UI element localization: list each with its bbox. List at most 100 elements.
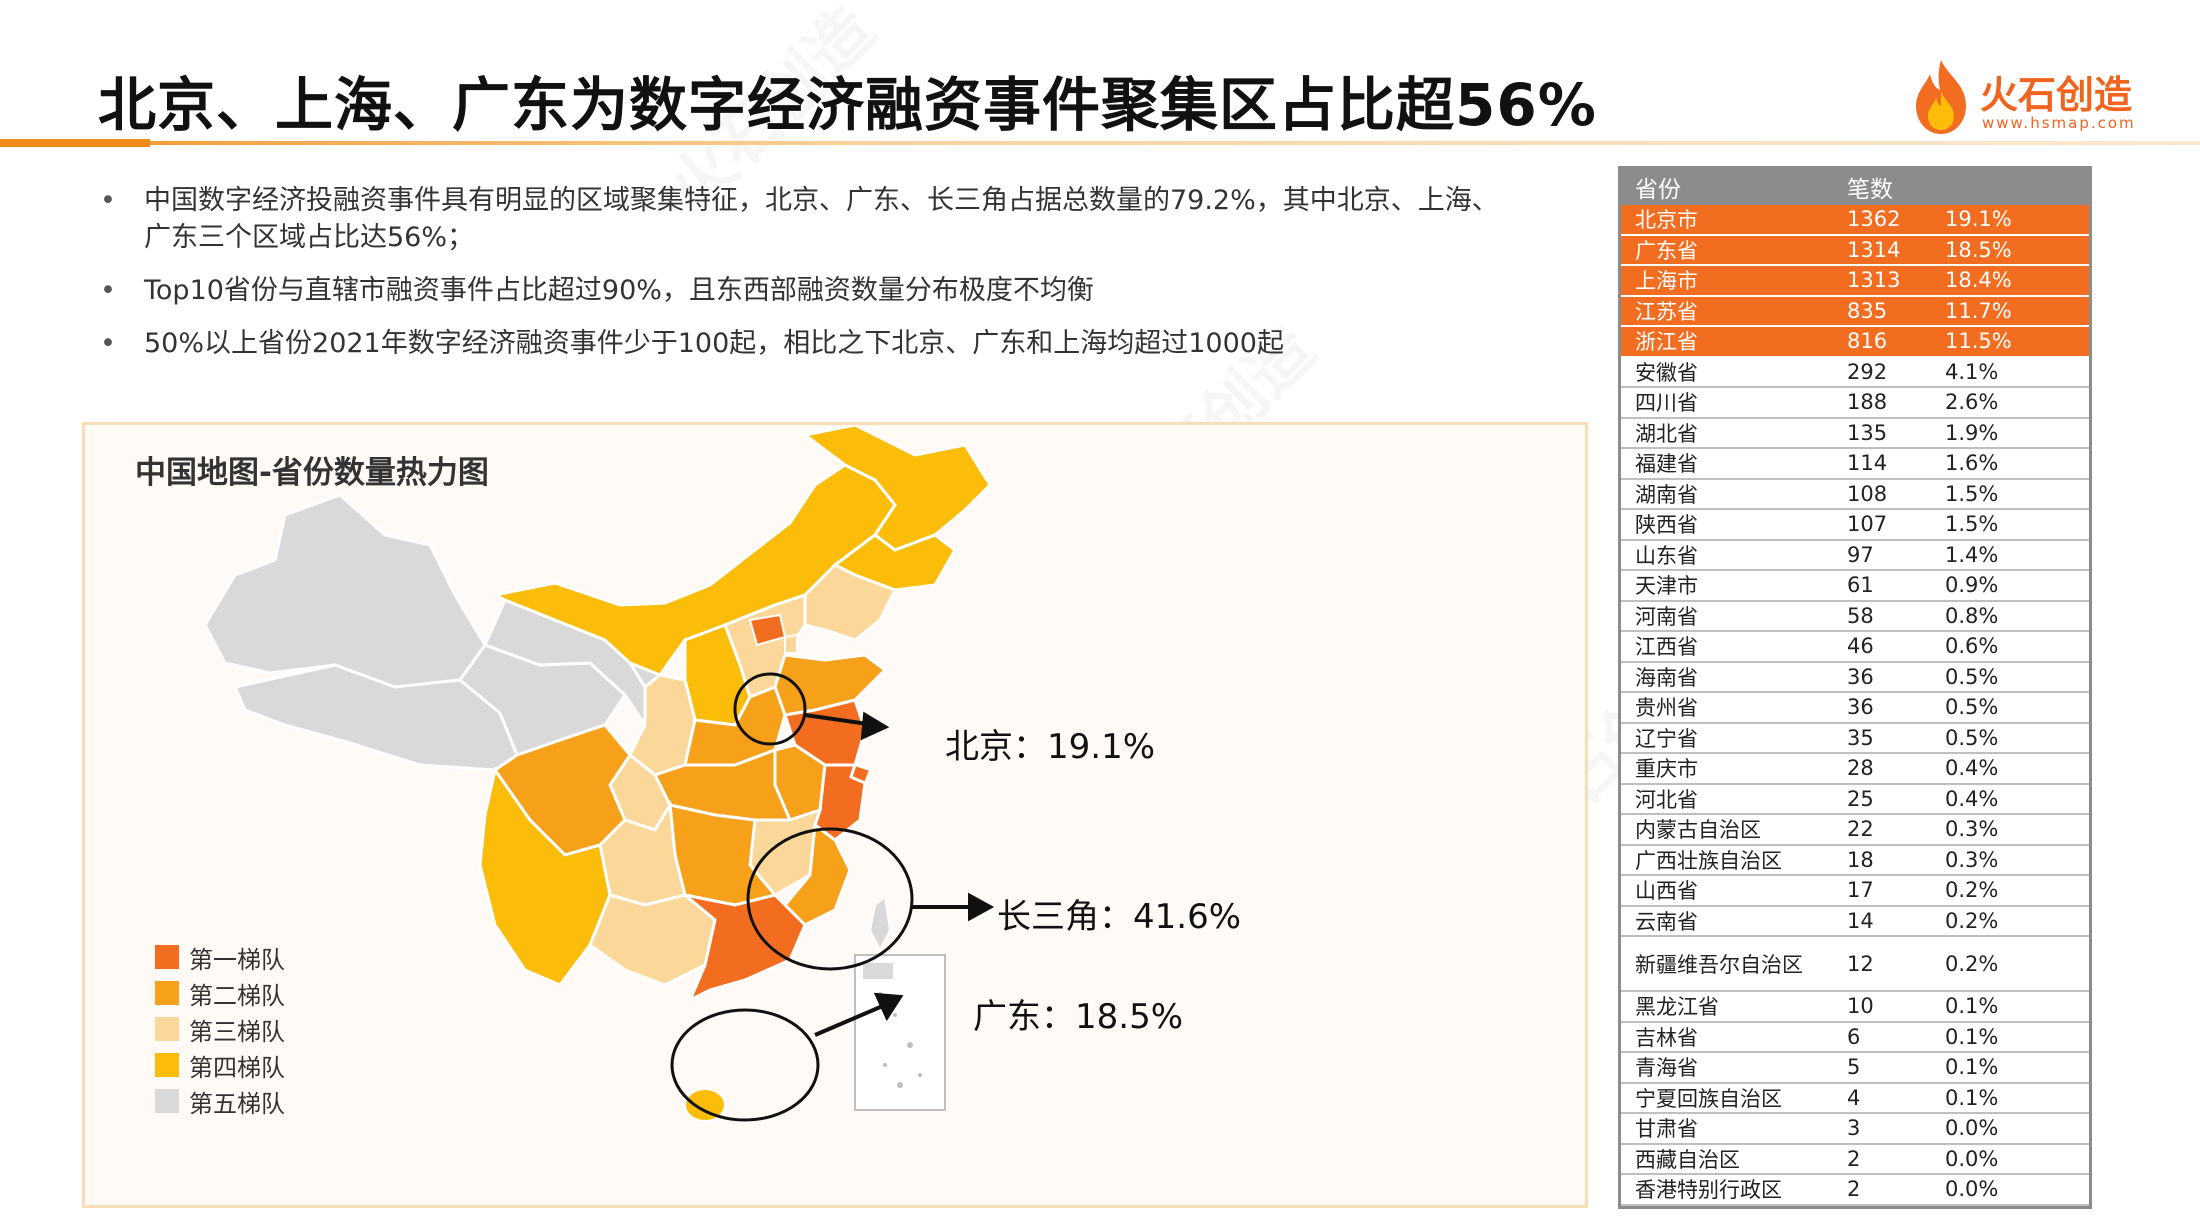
legend-swatch (155, 1053, 179, 1077)
cell-share: 18.4% (1945, 268, 2012, 293)
cell-province: 陕西省 (1635, 513, 1698, 538)
table-header: 省份 笔数 (1621, 169, 2089, 205)
legend-swatch (155, 945, 179, 969)
cell-province: 黑龙江省 (1635, 995, 1719, 1020)
bullet-item: 50%以上省份2021年数字经济融资事件少于100起，相比之下北京、广东和上海均… (100, 325, 1520, 362)
map-panel: 中国地图-省份数量热力图 (82, 422, 1588, 1208)
header-count: 笔数 (1847, 177, 1893, 203)
table-row: 上海市 1313 18.4% (1621, 266, 2089, 297)
cell-share: 0.6% (1945, 634, 1999, 659)
cell-count: 28 (1847, 756, 1874, 781)
cell-share: 0.0% (1945, 1146, 1999, 1171)
page-title: 北京、上海、广东为数字经济融资事件聚集区占比超56% (98, 71, 1597, 139)
cell-share: 0.2% (1945, 908, 1999, 933)
cell-count: 835 (1847, 298, 1888, 323)
table-row: 重庆市 28 0.4% (1621, 754, 2089, 785)
region-guangxi (588, 893, 717, 987)
cell-province: 北京市 (1635, 208, 1698, 233)
cell-count: 18 (1847, 847, 1874, 872)
cell-share: 4.1% (1945, 359, 1999, 384)
cell-count: 1313 (1847, 268, 1901, 293)
region-hainan (684, 1088, 726, 1122)
cell-share: 0.9% (1945, 573, 1999, 598)
cell-province: 湖北省 (1635, 421, 1698, 446)
table-row: 辽宁省 35 0.5% (1621, 724, 2089, 754)
cell-count: 12 (1847, 951, 1874, 976)
cell-province: 海南省 (1635, 665, 1698, 690)
cell-province: 甘肃省 (1635, 1117, 1698, 1142)
table-row: 北京市 1362 19.1% (1621, 205, 2089, 236)
legend-item: 第二梯队 (155, 975, 285, 1011)
cell-province: 山西省 (1635, 879, 1698, 904)
cell-province: 青海省 (1635, 1056, 1698, 1081)
cell-count: 1362 (1847, 207, 1901, 232)
callout-label-guangdong: 广东：18.5% (973, 997, 1184, 1037)
legend-label: 第一梯队 (189, 945, 285, 974)
legend-label: 第三梯队 (189, 1017, 285, 1046)
cell-share: 0.8% (1945, 603, 1999, 628)
cell-count: 2 (1847, 1177, 1861, 1202)
cell-count: 17 (1847, 878, 1874, 903)
table-row: 香港特别行政区 2 0.0% (1621, 1175, 2089, 1206)
cell-count: 292 (1847, 359, 1888, 384)
table-row: 贵州省 36 0.5% (1621, 693, 2089, 724)
table-row: 福建省 114 1.6% (1621, 449, 2089, 480)
legend-label: 第二梯队 (189, 981, 285, 1010)
summary-bullets: 中国数字经济投融资事件具有明显的区域聚集特征，北京、广东、长三角占据总数量的79… (100, 182, 1520, 378)
cell-province: 上海市 (1635, 269, 1698, 294)
cell-province: 宁夏回族自治区 (1635, 1086, 1782, 1111)
cell-province: 云南省 (1635, 909, 1698, 934)
cell-count: 6 (1847, 1024, 1861, 1049)
table-row: 甘肃省 3 0.0% (1621, 1114, 2089, 1145)
table-row: 江西省 46 0.6% (1621, 632, 2089, 663)
cell-count: 46 (1847, 634, 1874, 659)
region-taiwan (868, 895, 892, 953)
logo: 火石创造 www.hsmap.com (1910, 58, 2150, 142)
legend-item: 第四梯队 (155, 1047, 285, 1083)
title-underline-accent (0, 139, 150, 147)
cell-share: 0.2% (1945, 951, 1999, 976)
cell-province: 吉林省 (1635, 1025, 1698, 1050)
table-row: 河北省 25 0.4% (1621, 785, 2089, 815)
table-row: 山西省 17 0.2% (1621, 876, 2089, 907)
cell-count: 58 (1847, 603, 1874, 628)
cell-share: 0.3% (1945, 817, 1999, 842)
cell-share: 0.0% (1945, 1177, 1999, 1202)
legend-item: 第一梯队 (155, 939, 285, 975)
cell-count: 107 (1847, 512, 1888, 537)
bullet-item: 中国数字经济投融资事件具有明显的区域聚集特征，北京、广东、长三角占据总数量的79… (100, 182, 1520, 256)
cell-province: 重庆市 (1635, 757, 1698, 782)
cell-province: 香港特别行政区 (1635, 1178, 1782, 1203)
cell-count: 2 (1847, 1146, 1861, 1171)
cell-count: 97 (1847, 542, 1874, 567)
callout-label-yangtze-delta: 长三角：41.6% (997, 897, 1242, 937)
cell-share: 0.2% (1945, 878, 1999, 903)
cell-share: 1.4% (1945, 542, 1999, 567)
legend-swatch (155, 1017, 179, 1041)
region-tianjin (784, 633, 798, 654)
table-row: 陕西省 107 1.5% (1621, 510, 2089, 541)
bullet-item: Top10省份与直辖市融资事件占比超过90%，且东西部融资数量分布极度不均衡 (100, 272, 1520, 309)
cell-share: 1.5% (1945, 512, 1999, 537)
region-yunnan (478, 766, 612, 987)
cell-province: 四川省 (1635, 391, 1698, 416)
cell-share: 0.1% (1945, 1055, 1999, 1080)
cell-share: 0.5% (1945, 725, 1999, 750)
table-row: 江苏省 835 11.7% (1621, 296, 2089, 327)
cell-count: 61 (1847, 573, 1874, 598)
region-liaoning (803, 563, 898, 642)
callout-arrow-beijing (804, 711, 890, 741)
table-row: 云南省 14 0.2% (1621, 907, 2089, 937)
cell-share: 0.5% (1945, 695, 1999, 720)
cell-province: 河南省 (1635, 604, 1698, 629)
cell-province: 福建省 (1635, 452, 1698, 477)
table-row: 天津市 61 0.9% (1621, 571, 2089, 602)
cell-share: 11.7% (1945, 298, 2012, 323)
legend-swatch (155, 981, 179, 1005)
cell-province: 江苏省 (1635, 299, 1698, 324)
cell-count: 188 (1847, 390, 1888, 415)
title-underline (0, 141, 2200, 145)
cell-share: 1.9% (1945, 420, 1999, 445)
cell-province: 西藏自治区 (1635, 1147, 1740, 1172)
table-row: 浙江省 816 11.5% (1621, 327, 2089, 358)
